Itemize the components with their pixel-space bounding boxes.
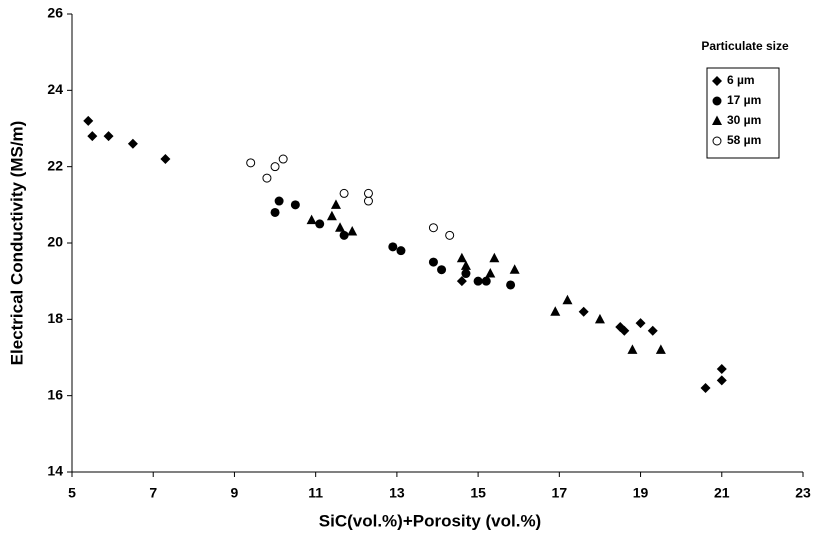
marker	[619, 325, 630, 336]
marker	[456, 276, 467, 287]
marker	[481, 276, 491, 286]
marker	[712, 136, 722, 146]
y-tick-label: 18	[47, 310, 63, 326]
marker	[712, 115, 722, 125]
marker	[246, 158, 256, 168]
legend: 6 µm 17 µm 30 µm 58 µm	[706, 67, 780, 159]
marker	[428, 257, 438, 267]
marker	[290, 200, 300, 210]
x-tick-label: 11	[308, 485, 323, 501]
marker	[456, 252, 467, 263]
marker	[655, 344, 666, 354]
legend-label: 58 µm	[727, 133, 761, 147]
marker	[712, 76, 722, 86]
marker	[160, 154, 171, 165]
marker	[83, 115, 94, 126]
marker	[716, 363, 727, 374]
marker	[473, 276, 483, 286]
marker	[396, 246, 406, 256]
legend-title: Particulate size	[701, 39, 789, 53]
marker	[578, 306, 589, 317]
marker	[335, 222, 346, 232]
x-tick-label: 7	[149, 485, 157, 501]
marker	[103, 131, 114, 142]
marker	[712, 96, 722, 106]
marker	[339, 188, 349, 198]
marker	[437, 265, 447, 275]
marker	[635, 318, 646, 329]
marker	[363, 196, 373, 206]
marker	[388, 242, 398, 252]
x-tick-label: 15	[470, 485, 486, 501]
marker	[647, 325, 658, 336]
legend-label: 30 µm	[727, 113, 761, 127]
y-tick-label: 26	[47, 5, 63, 21]
marker	[326, 210, 337, 221]
legend-box	[706, 67, 780, 159]
marker	[461, 269, 471, 279]
marker	[594, 313, 605, 324]
x-tick-label: 21	[714, 485, 730, 501]
y-axis-label: Electrical Conductivity (MS/m)	[7, 121, 26, 366]
marker	[363, 188, 373, 198]
y-tick-label: 24	[47, 81, 63, 97]
legend-label: 17 µm	[727, 93, 761, 107]
marker	[509, 264, 520, 274]
y-tick-label: 16	[47, 386, 63, 402]
marker	[262, 173, 272, 183]
marker	[460, 260, 471, 270]
x-axis-label: SiC(vol.%)+Porosity (vol.%)	[319, 511, 541, 530]
marker	[270, 207, 280, 217]
marker	[716, 375, 727, 386]
x-tick-label: 5	[68, 485, 76, 501]
y-tick-label: 20	[47, 234, 63, 250]
x-tick-label: 23	[795, 485, 811, 501]
y-tick-label: 14	[47, 463, 63, 479]
marker	[278, 154, 288, 164]
x-tick-label: 13	[389, 485, 405, 501]
marker	[562, 294, 573, 305]
marker	[550, 306, 561, 316]
marker	[445, 230, 455, 240]
marker	[339, 230, 349, 240]
marker	[700, 383, 711, 394]
legend-label: 6 µm	[727, 73, 755, 87]
marker	[274, 196, 284, 206]
x-tick-label: 17	[552, 485, 568, 501]
marker	[87, 131, 98, 142]
x-tick-label: 19	[633, 485, 649, 501]
marker	[270, 162, 280, 172]
marker	[489, 252, 500, 263]
x-tick-label: 9	[231, 485, 239, 501]
marker	[306, 214, 317, 225]
marker	[506, 280, 516, 290]
marker	[330, 199, 341, 209]
marker	[485, 268, 496, 278]
marker	[347, 226, 358, 236]
y-tick-label: 22	[47, 157, 63, 173]
marker	[428, 223, 438, 233]
marker	[315, 219, 325, 229]
marker	[127, 138, 138, 149]
marker	[627, 344, 638, 354]
